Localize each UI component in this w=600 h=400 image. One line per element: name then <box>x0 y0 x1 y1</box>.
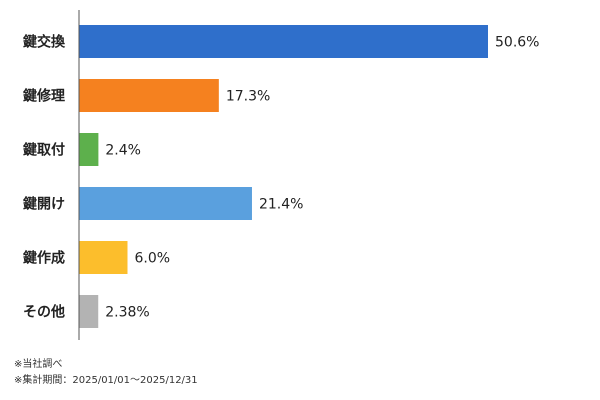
value-label-0: 50.6% <box>495 35 539 51</box>
bar-0 <box>79 25 488 58</box>
bar-1 <box>79 79 219 112</box>
category-label-3: 鍵開け <box>23 196 65 213</box>
footnote-source: ※当社調べ <box>14 359 63 370</box>
value-label-5: 2.38% <box>105 305 149 321</box>
bars-group: 鍵交換 50.6% 鍵修理 17.3% 鍵取付 2.4% 鍵開け 21.4% 鍵作成 6.0% その… <box>23 25 539 328</box>
bar-2 <box>79 133 99 166</box>
footnote-period: ※集計期間：2025/01/01～2025/12/31 <box>14 375 198 386</box>
value-label-4: 6.0% <box>134 251 170 267</box>
bar-5 <box>79 295 99 328</box>
category-label-5: その他 <box>23 304 65 321</box>
category-label-1: 鍵修理 <box>23 88 65 105</box>
category-label-4: 鍵作成 <box>23 250 65 267</box>
value-label-3: 21.4% <box>259 197 303 213</box>
value-label-1: 17.3% <box>226 89 270 105</box>
category-label-0: 鍵交換 <box>23 34 66 51</box>
bar-3 <box>79 187 252 220</box>
value-label-2: 2.4% <box>105 143 141 159</box>
bar-4 <box>79 241 128 274</box>
category-label-2: 鍵取付 <box>23 142 65 159</box>
bar-chart: 鍵交換 50.6% 鍵修理 17.3% 鍵取付 2.4% 鍵開け 21.4% 鍵作成 6.0% その… <box>23 10 539 340</box>
footnotes: ※当社調べ ※集計期間：2025/01/01～2025/12/31 <box>14 357 198 389</box>
